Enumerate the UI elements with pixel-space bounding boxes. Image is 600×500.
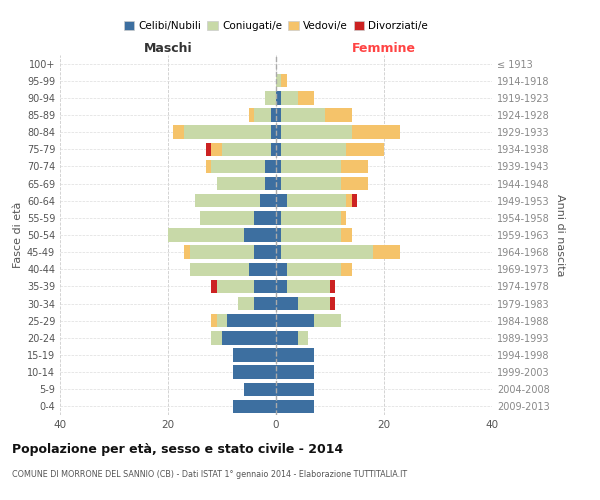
Bar xyxy=(271,142,276,156)
Y-axis label: Fasce di età: Fasce di età xyxy=(13,202,23,268)
Bar xyxy=(211,142,222,156)
Bar xyxy=(314,314,341,328)
Bar xyxy=(276,126,281,139)
Bar xyxy=(254,108,271,122)
Bar xyxy=(276,331,298,344)
Bar xyxy=(233,348,276,362)
Bar xyxy=(276,108,281,122)
Bar xyxy=(276,177,281,190)
Bar xyxy=(222,142,271,156)
Bar xyxy=(281,228,341,241)
Bar xyxy=(184,126,271,139)
Bar xyxy=(249,108,254,122)
Bar xyxy=(217,280,254,293)
Bar xyxy=(211,160,265,173)
Bar xyxy=(352,126,400,139)
Bar xyxy=(346,142,384,156)
Bar xyxy=(211,280,217,293)
Bar xyxy=(254,280,276,293)
Bar xyxy=(211,314,217,328)
Bar xyxy=(281,246,373,259)
Bar xyxy=(217,177,265,190)
Bar xyxy=(265,160,276,173)
Bar xyxy=(244,228,276,241)
Bar xyxy=(271,126,276,139)
Bar xyxy=(298,331,308,344)
Bar xyxy=(341,262,352,276)
Bar xyxy=(276,297,298,310)
Bar xyxy=(330,297,335,310)
Bar xyxy=(298,297,330,310)
Bar xyxy=(276,400,314,413)
Bar xyxy=(281,211,341,224)
Bar xyxy=(206,142,211,156)
Bar xyxy=(281,160,341,173)
Bar xyxy=(276,228,281,241)
Bar xyxy=(346,194,352,207)
Bar xyxy=(276,382,314,396)
Legend: Celibi/Nubili, Coniugati/e, Vedovi/e, Divorziati/e: Celibi/Nubili, Coniugati/e, Vedovi/e, Di… xyxy=(119,17,433,36)
Bar xyxy=(190,246,254,259)
Y-axis label: Anni di nascita: Anni di nascita xyxy=(555,194,565,276)
Bar xyxy=(276,246,281,259)
Bar xyxy=(287,194,346,207)
Bar xyxy=(211,331,222,344)
Text: Maschi: Maschi xyxy=(143,42,193,55)
Bar xyxy=(276,91,281,104)
Bar xyxy=(168,228,244,241)
Bar xyxy=(330,280,335,293)
Bar xyxy=(276,262,287,276)
Bar xyxy=(271,108,276,122)
Bar xyxy=(217,314,227,328)
Bar xyxy=(233,400,276,413)
Bar xyxy=(276,348,314,362)
Text: COMUNE DI MORRONE DEL SANNIO (CB) - Dati ISTAT 1° gennaio 2014 - Elaborazione TU: COMUNE DI MORRONE DEL SANNIO (CB) - Dati… xyxy=(12,470,407,479)
Bar xyxy=(254,297,276,310)
Bar xyxy=(341,228,352,241)
Bar xyxy=(276,160,281,173)
Bar xyxy=(287,280,330,293)
Bar xyxy=(222,331,276,344)
Text: Popolazione per età, sesso e stato civile - 2014: Popolazione per età, sesso e stato civil… xyxy=(12,442,343,456)
Bar xyxy=(352,194,357,207)
Bar xyxy=(260,194,276,207)
Bar xyxy=(298,91,314,104)
Bar xyxy=(184,246,190,259)
Bar xyxy=(341,211,346,224)
Bar xyxy=(244,382,276,396)
Bar xyxy=(276,280,287,293)
Bar xyxy=(325,108,352,122)
Bar xyxy=(173,126,184,139)
Bar xyxy=(341,177,368,190)
Bar xyxy=(276,211,281,224)
Bar xyxy=(276,74,281,88)
Bar xyxy=(373,246,400,259)
Bar xyxy=(281,91,298,104)
Bar xyxy=(281,126,352,139)
Bar xyxy=(281,177,341,190)
Bar xyxy=(254,246,276,259)
Bar xyxy=(281,108,325,122)
Bar xyxy=(276,142,281,156)
Bar xyxy=(281,142,346,156)
Bar xyxy=(341,160,368,173)
Bar xyxy=(281,74,287,88)
Bar xyxy=(238,297,254,310)
Text: Femmine: Femmine xyxy=(352,42,416,55)
Bar xyxy=(190,262,249,276)
Bar xyxy=(276,366,314,379)
Bar xyxy=(227,314,276,328)
Bar xyxy=(195,194,260,207)
Bar xyxy=(200,211,254,224)
Bar xyxy=(265,91,276,104)
Bar xyxy=(265,177,276,190)
Bar xyxy=(206,160,211,173)
Bar xyxy=(254,211,276,224)
Bar xyxy=(287,262,341,276)
Bar xyxy=(233,366,276,379)
Bar xyxy=(249,262,276,276)
Bar xyxy=(276,314,314,328)
Bar xyxy=(276,194,287,207)
